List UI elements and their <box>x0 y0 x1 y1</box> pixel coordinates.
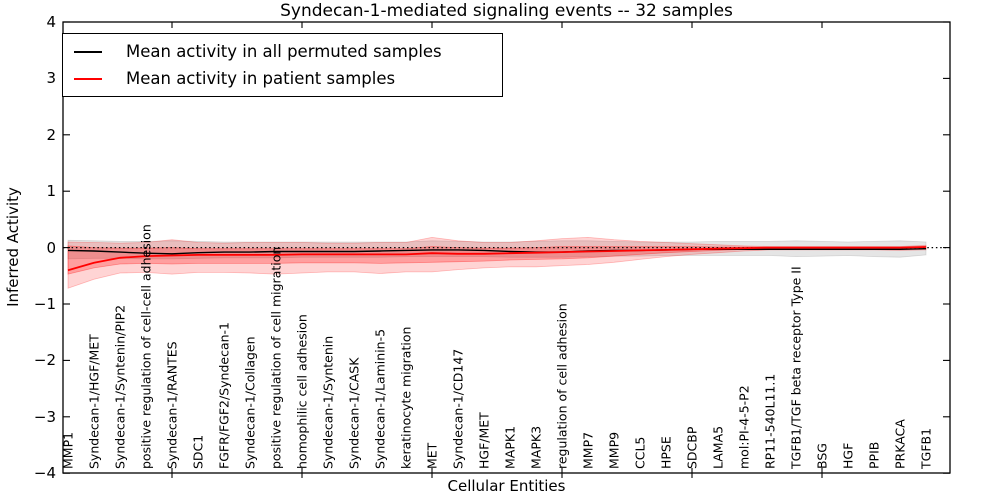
x-category-label: BSG <box>815 443 830 469</box>
x-category-label: positive regulation of cell-cell adhesio… <box>139 224 154 469</box>
x-category-label: SDC1 <box>191 435 206 469</box>
y-tick-label: 1 <box>46 182 56 201</box>
x-category-label: TGFB1 <box>919 428 934 470</box>
patient-samples-range-outer-band <box>67 236 927 289</box>
x-category-label: MET <box>425 442 440 469</box>
legend-item: Mean activity in all permuted samples <box>63 38 502 65</box>
x-category-label: positive regulation of cell migration <box>269 247 284 469</box>
x-category-label: Syndecan-1/CASK <box>347 357 362 469</box>
x-category-label: TGFB1/TGF beta receptor Type II <box>789 266 804 470</box>
legend-item-label: Mean activity in all permuted samples <box>126 42 442 61</box>
x-category-label: homophilic cell adhesion <box>295 314 310 469</box>
x-category-label: Syndecan-1/Syntenin/PIP2 <box>113 305 128 469</box>
permuted-mean-line <box>67 248 927 255</box>
x-category-label: keratinocyte migration <box>399 327 414 469</box>
x-category-label: HGF/MET <box>477 412 492 469</box>
x-category-label: mol:PI-4-5-P2 <box>737 385 752 469</box>
x-category-label: Syndecan-1/RANTES <box>165 341 180 469</box>
x-category-label: PPIB <box>867 442 882 469</box>
x-category-label: MAPK1 <box>503 426 518 469</box>
x-category-label: Syndecan-1/Laminin-5 <box>373 329 388 469</box>
x-category-label: Syndecan-1/CD147 <box>451 349 466 469</box>
y-tick-label: −4 <box>33 464 56 483</box>
x-category-label: MAPK3 <box>529 426 544 469</box>
x-category-label: PRKACA <box>893 419 908 469</box>
legend-item: Mean activity in patient samples <box>63 65 502 92</box>
x-category-label: CCL5 <box>633 437 648 469</box>
x-axis-label: Cellular Entities <box>447 477 566 495</box>
patient-mean-line <box>67 246 927 272</box>
x-category-label: MMP9 <box>607 432 622 469</box>
y-tick-label: −1 <box>33 295 56 313</box>
legend-line-sample <box>74 50 102 53</box>
x-category-label: MMP7 <box>581 432 596 469</box>
x-category-label: RP11-540L11.1 <box>763 374 778 469</box>
legend: Mean activity in all permuted samples Mea… <box>62 33 503 97</box>
y-tick-label: 0 <box>46 238 56 257</box>
x-category-label: HPSE <box>659 436 674 469</box>
x-category-label: Syndecan-1/Collagen <box>243 336 258 469</box>
x-category-label: LAMA5 <box>711 426 726 469</box>
x-category-label: FGFR/FGF2/Syndecan-1 <box>217 322 232 469</box>
x-category-label: SDCBP <box>685 426 700 469</box>
legend-line-sample <box>74 77 102 80</box>
legend-item-label: Mean activity in patient samples <box>126 69 396 88</box>
y-tick-label: 3 <box>46 69 56 88</box>
y-tick-label: 4 <box>46 13 56 31</box>
y-tick-label: 2 <box>46 125 56 144</box>
y-tick-label: −3 <box>33 407 56 426</box>
x-category-label: HGF <box>841 443 856 469</box>
x-category-label: MMP1 <box>61 432 76 469</box>
y-tick-label: −2 <box>33 351 56 370</box>
x-category-label: regulation of cell adhesion <box>555 303 570 469</box>
chart-title: Syndecan-1-mediated signaling events -- … <box>280 1 733 21</box>
x-category-label: Syndecan-1/HGF/MET <box>87 334 102 469</box>
x-category-label: Syndecan-1/Syntenin <box>321 336 336 469</box>
